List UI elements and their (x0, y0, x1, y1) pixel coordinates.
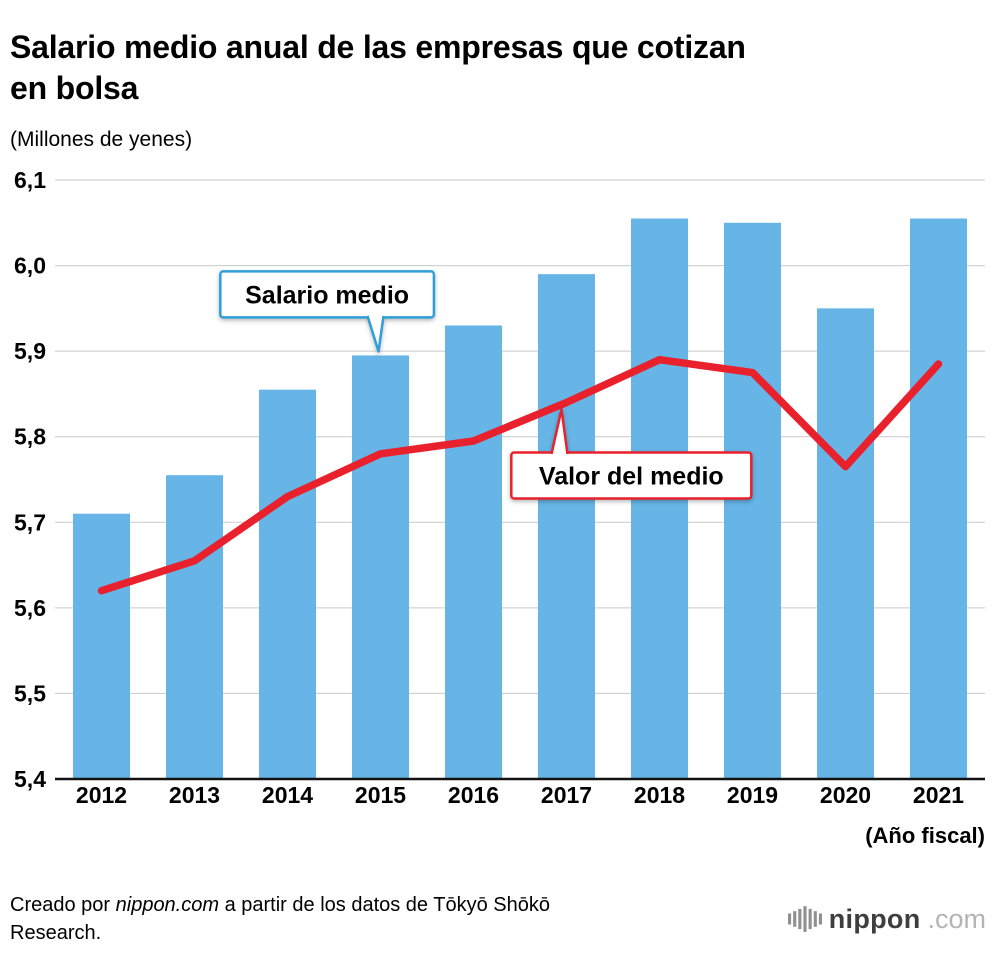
x-tick-label-2014: 2014 (262, 782, 313, 808)
y-tick-label: 5,5 (14, 680, 46, 706)
y-tick-label: 6,1 (14, 170, 46, 193)
nippon-waveform-icon (787, 906, 822, 932)
x-tick-label-2017: 2017 (541, 782, 592, 808)
x-tick-label-2020: 2020 (820, 782, 871, 808)
x-tick-label-2018: 2018 (634, 782, 685, 808)
x-tick-label-2016: 2016 (448, 782, 499, 808)
callout-label: Salario medio (245, 281, 409, 309)
page-title: Salario medio anual de las empresas que … (10, 29, 746, 107)
bar-2014 (259, 389, 316, 779)
logo-text: nippon (828, 903, 921, 934)
y-tick-label: 6,0 (14, 253, 46, 279)
y-tick-label: 5,4 (14, 766, 46, 792)
logo-tld: .com (927, 903, 986, 934)
bar-2019 (724, 222, 781, 779)
callout-pointer (366, 315, 385, 353)
credit-prefix: Creado por (10, 894, 116, 916)
x-axis-note: (Año fiscal) (865, 823, 985, 848)
median-line (97, 355, 943, 595)
callout-box (219, 270, 436, 319)
bar-2012 (73, 513, 130, 779)
x-tick-label-2012: 2012 (76, 782, 127, 808)
bar-2020 (817, 308, 874, 779)
callout-label: Valor del medio (539, 462, 724, 490)
callout: Valor del medio (510, 408, 753, 500)
nippon-logo: nippon .com (787, 903, 986, 935)
x-tick-label-2019: 2019 (727, 782, 778, 808)
source-credit: Creado por nippon.com a partir de los da… (10, 891, 710, 947)
callout: Salario medio (219, 270, 436, 353)
bar-2015 (352, 355, 409, 779)
bar-2016 (445, 325, 502, 779)
x-tick-label-2013: 2013 (169, 782, 220, 808)
y-tick-label: 5,9 (14, 338, 46, 364)
y-tick-label: 5,8 (14, 424, 46, 450)
credit-brand: nippon.com (115, 894, 220, 916)
y-axis-units-label: (Millones de yenes) (10, 128, 193, 151)
callout-box (510, 451, 753, 500)
bar-2017 (538, 274, 595, 779)
x-tick-label-2021: 2021 (913, 782, 964, 808)
x-tick-label-2015: 2015 (355, 782, 406, 808)
y-tick-label: 5,7 (14, 509, 46, 535)
credit-suffix: a partir de los datos de Tōkyō Shōkō Res… (10, 894, 550, 944)
bar-2013 (166, 475, 223, 779)
bar-2021 (910, 218, 967, 779)
salary-bar-line-chart: 5,4 5,5 5,6 5,7 5,8 5,9 6,0 6,1 2012 2013 2014 2015… (14, 170, 985, 808)
y-tick-label: 5,6 (14, 595, 46, 621)
callout-pointer (550, 408, 569, 455)
